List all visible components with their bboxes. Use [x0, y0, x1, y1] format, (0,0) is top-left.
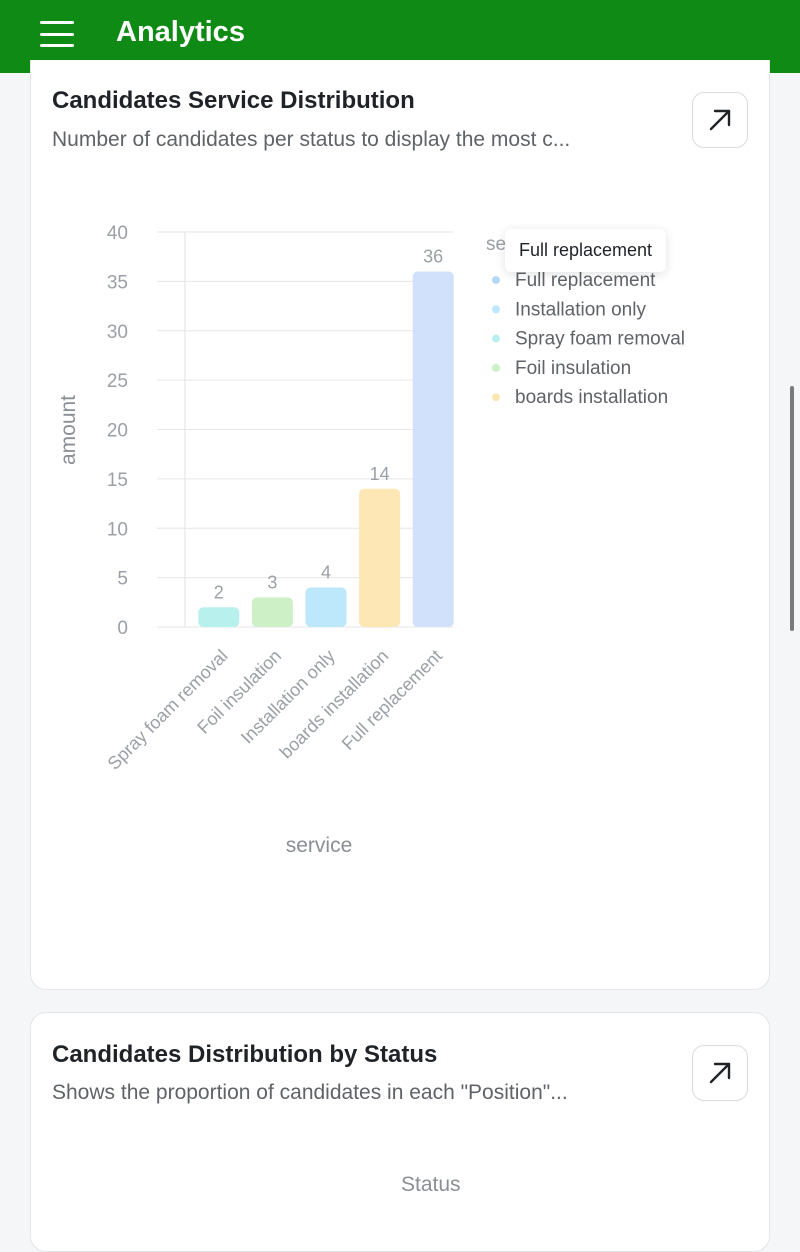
bar — [305, 587, 347, 627]
card-subtitle: Number of candidates per status to displ… — [52, 128, 571, 151]
legend-marker — [492, 334, 500, 343]
status-legend-title: Status — [401, 1173, 461, 1196]
y-tick-label: 15 — [107, 470, 128, 491]
bar — [251, 597, 293, 627]
expand-button[interactable] — [692, 1045, 748, 1101]
bar-value-label: 14 — [370, 464, 390, 484]
card-title: Candidates Distribution by Status — [52, 1041, 438, 1068]
y-tick-label: 25 — [107, 371, 128, 392]
legend-marker — [492, 393, 500, 402]
legend-entry: Full replacement — [515, 270, 656, 291]
service-distribution-card: Candidates Service Distribution Number o… — [30, 60, 770, 990]
expand-button[interactable] — [692, 92, 748, 148]
scrollbar[interactable] — [790, 386, 794, 631]
y-tick-label: 40 — [107, 223, 128, 244]
hamburger-menu-icon[interactable] — [40, 21, 74, 47]
legend-marker — [492, 363, 500, 372]
y-tick-label: 5 — [117, 569, 128, 590]
bar-value-label: 2 — [214, 582, 224, 602]
y-tick-label: 20 — [107, 421, 128, 442]
bar — [412, 271, 454, 627]
chart-tooltip: Full replacement — [505, 229, 667, 272]
legend-entry: Installation only — [515, 299, 646, 320]
service-bar-chart: 0 5 10 15 20 25 30 35 40 amount 2 Spray foam remova… — [57, 223, 685, 857]
x-tick-label: Installation only — [237, 646, 339, 748]
legend-marker — [492, 276, 500, 284]
app-title: Analytics — [116, 16, 245, 48]
bar-value-label: 36 — [423, 247, 443, 267]
legend-marker — [492, 305, 500, 314]
x-axis-title: service — [286, 834, 353, 857]
legend-entry: Spray foam removal — [515, 329, 685, 350]
arrow-up-right-icon — [709, 1062, 731, 1084]
bar-value-label: 4 — [321, 563, 331, 583]
card-subtitle: Shows the proportion of candidates in ea… — [52, 1081, 568, 1104]
legend-entry: boards installation — [515, 387, 668, 408]
bar — [198, 607, 240, 627]
y-tick-label: 30 — [107, 322, 128, 343]
y-tick-label: 0 — [117, 618, 128, 639]
x-tick-label: Full replacement — [338, 646, 446, 754]
bar-value-label: 3 — [267, 572, 277, 592]
status-distribution-card: Candidates Distribution by Status Shows … — [30, 1012, 770, 1252]
y-tick-label: 10 — [107, 519, 128, 540]
legend-title: se — [486, 234, 506, 255]
y-axis-title: amount — [57, 395, 80, 465]
bar — [359, 488, 401, 627]
legend-entry: Foil insulation — [515, 358, 631, 379]
y-tick-label: 35 — [107, 272, 128, 293]
card-title: Candidates Service Distribution — [52, 87, 415, 114]
arrow-up-right-icon — [709, 109, 731, 131]
